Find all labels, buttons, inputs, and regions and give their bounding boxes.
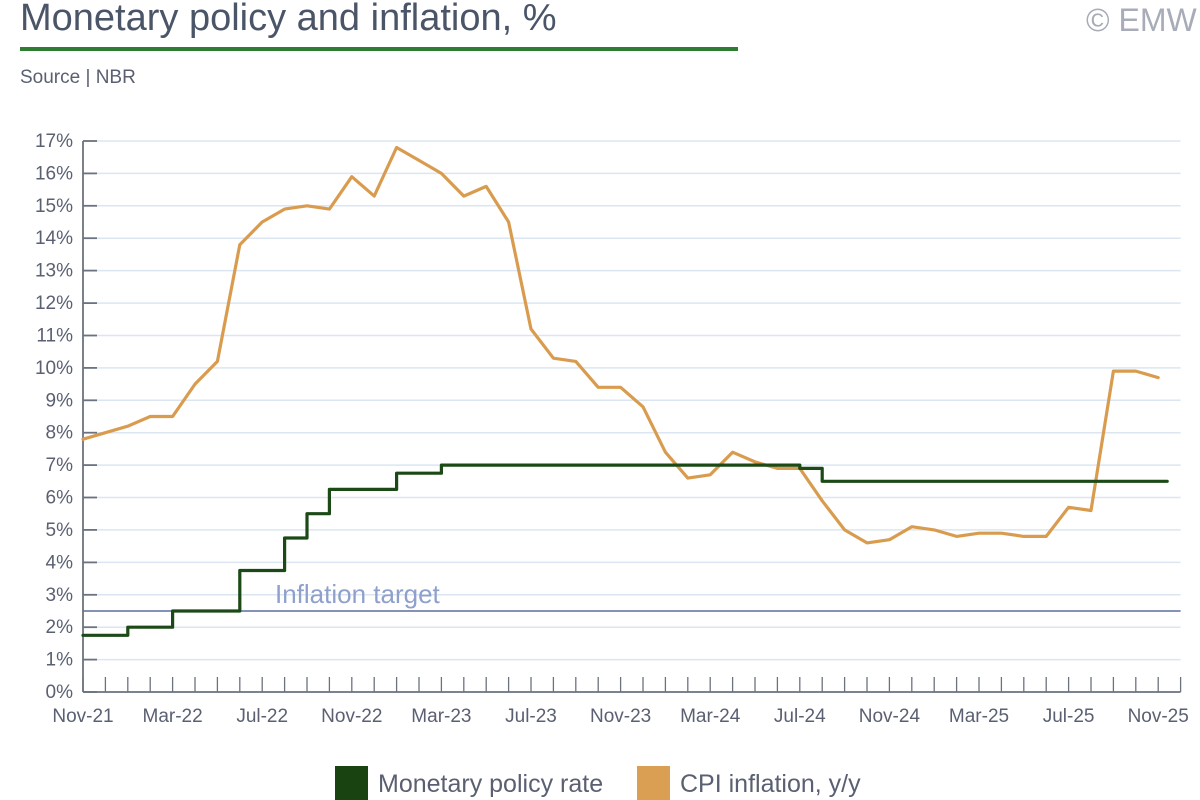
svg-text:16%: 16%: [35, 163, 73, 184]
svg-text:9%: 9%: [46, 390, 74, 411]
svg-text:Nov-23: Nov-23: [590, 706, 651, 727]
svg-text:Nov-25: Nov-25: [1128, 706, 1189, 727]
svg-text:Jul-22: Jul-22: [236, 706, 288, 727]
svg-text:10%: 10%: [35, 358, 73, 379]
svg-text:Mar-23: Mar-23: [411, 706, 471, 727]
svg-text:Jul-25: Jul-25: [1043, 706, 1095, 727]
svg-text:12%: 12%: [35, 293, 73, 314]
svg-text:Mar-25: Mar-25: [949, 706, 1009, 727]
svg-text:5%: 5%: [46, 520, 74, 541]
svg-text:14%: 14%: [35, 228, 73, 249]
svg-text:Jul-24: Jul-24: [774, 706, 826, 727]
svg-text:7%: 7%: [46, 455, 74, 476]
svg-text:6%: 6%: [46, 488, 74, 509]
svg-text:4%: 4%: [46, 552, 74, 573]
svg-text:Nov-22: Nov-22: [321, 706, 382, 727]
svg-text:11%: 11%: [36, 326, 73, 347]
svg-text:15%: 15%: [35, 196, 73, 217]
svg-text:0%: 0%: [46, 682, 74, 703]
svg-text:Jul-23: Jul-23: [505, 706, 557, 727]
svg-text:3%: 3%: [46, 585, 74, 606]
svg-text:Mar-22: Mar-22: [143, 706, 203, 727]
svg-text:1%: 1%: [46, 650, 74, 671]
svg-text:Inflation target: Inflation target: [275, 579, 441, 609]
svg-text:Nov-21: Nov-21: [52, 706, 113, 727]
svg-text:Nov-24: Nov-24: [859, 706, 921, 727]
svg-text:Mar-24: Mar-24: [680, 706, 741, 727]
svg-text:17%: 17%: [35, 131, 73, 152]
svg-text:13%: 13%: [35, 261, 73, 282]
svg-text:8%: 8%: [46, 423, 74, 444]
svg-text:2%: 2%: [46, 617, 74, 638]
